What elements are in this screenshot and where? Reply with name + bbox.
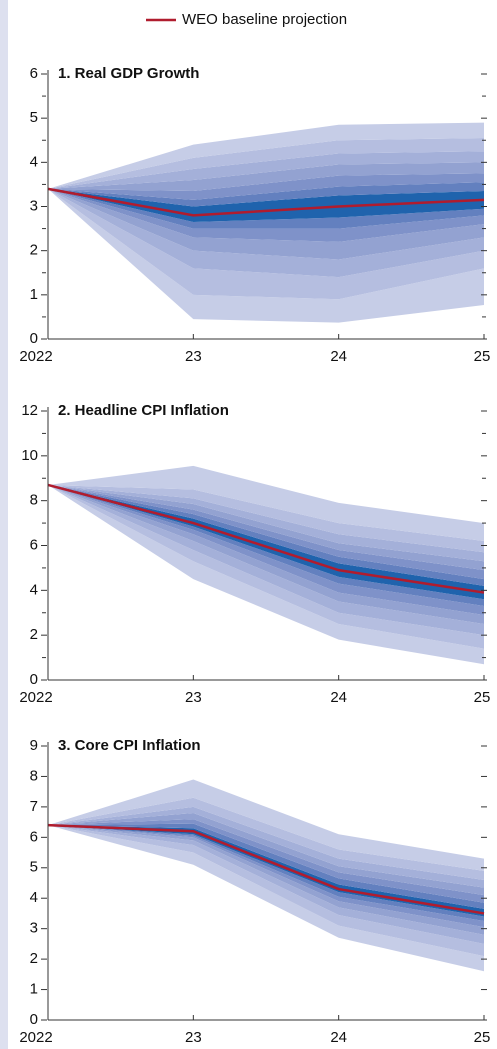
y-tick-label: 2 [30,242,38,259]
y-tick-label: 0 [30,330,38,347]
fan-band [48,825,484,944]
fan-band [48,188,484,222]
fan-band [48,484,484,580]
y-tick-label: 12 [21,402,38,419]
fan-band [48,484,484,636]
fan-band [48,825,484,935]
fan-band [48,484,484,607]
fan-band [48,812,484,896]
x-tick-label: 2022 [19,348,52,365]
y-tick-label: 2 [30,950,38,967]
y-tick-label: 3 [30,920,38,937]
fan-band [48,188,484,300]
y-tick-label: 8 [30,492,38,509]
x-tick-label: 23 [185,348,202,365]
y-tick-label: 2 [30,626,38,643]
y-tick-label: 7 [30,798,38,815]
fan-band [48,162,484,192]
side-strip [0,0,8,1049]
x-tick-label: 24 [330,689,347,706]
x-tick-label: 2022 [19,689,52,706]
x-tick-label: 2022 [19,1029,52,1046]
fan-band [48,823,484,909]
x-tick-label: 24 [330,348,347,365]
fan-band [48,188,484,278]
y-tick-label: 3 [30,197,38,214]
fan-band [48,806,484,888]
x-tick-label: 23 [185,689,202,706]
y-tick-label: 10 [21,447,38,464]
fan-band [48,188,484,229]
fan-band [48,779,484,871]
chart-title: 2. Headline CPI Inflation [58,402,229,419]
fan-band [48,825,484,922]
fan-band [48,182,484,207]
baseline-line [47,187,485,217]
y-tick-label: 5 [30,859,38,876]
fan-band [48,825,484,957]
y-tick-label: 6 [30,65,38,82]
fan-band [48,819,484,903]
y-tick-label: 8 [30,767,38,784]
fan-band [48,465,484,542]
baseline-line [47,823,485,915]
fan-band [48,188,484,323]
y-tick-label: 1 [30,286,38,303]
fan-band [48,173,484,200]
fan-band [48,484,484,553]
fan-band [48,484,484,615]
x-tick-label: 24 [330,1029,347,1046]
fan-band [48,825,484,972]
fan-band [48,484,484,649]
chart-title: 3. Core CPI Inflation [58,737,201,754]
fan-band [48,151,484,189]
x-tick-label: 25 [474,689,491,706]
fan-band [48,188,484,260]
fan-band [48,484,484,562]
chart-title: 1. Real GDP Growth [58,65,199,82]
y-tick-label: 5 [30,109,38,126]
y-tick-label: 4 [30,581,38,598]
y-tick-label: 4 [30,889,38,906]
x-tick-label: 25 [474,348,491,365]
fan-band [48,138,484,189]
legend-label: WEO baseline projection [182,11,347,28]
x-tick-label: 25 [474,1029,491,1046]
x-tick-label: 23 [185,1029,202,1046]
fan-band [48,825,484,928]
baseline-line [47,483,485,594]
y-tick-label: 0 [30,671,38,688]
y-tick-label: 6 [30,828,38,845]
fan-band [48,484,484,586]
y-tick-label: 4 [30,153,38,170]
fan-band [48,484,484,571]
fan-band [48,122,484,189]
fan-band [48,825,484,917]
fan-band [48,484,484,624]
fan-band [48,484,484,665]
fan-band [48,188,484,242]
y-tick-label: 9 [30,737,38,754]
y-tick-label: 1 [30,981,38,998]
y-tick-label: 6 [30,536,38,553]
y-tick-label: 0 [30,1011,38,1028]
fan-band [48,797,484,880]
